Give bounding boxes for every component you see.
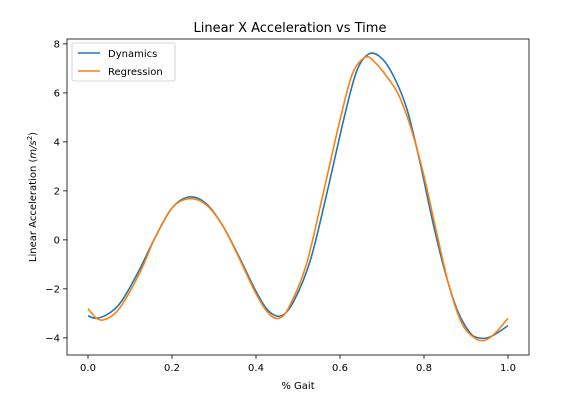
y-tick-label: −4: [45, 333, 60, 344]
x-tick-label: 1.0: [500, 363, 516, 374]
y-tick-label: 8: [54, 39, 60, 50]
chart-title: Linear X Acceleration vs Time: [194, 21, 387, 36]
x-tick-label: 0.4: [248, 363, 264, 374]
y-axis-label: Linear Acceleration (m/s2): [26, 132, 39, 262]
y-tick-label: 0: [54, 235, 60, 246]
legend-label-dynamics: Dynamics: [108, 49, 157, 60]
y-tick-label: 4: [54, 137, 60, 148]
y-tick-label: 2: [54, 186, 60, 197]
x-tick-label: 0.2: [164, 363, 180, 374]
plot-area: [66, 38, 530, 356]
plot-frame: [66, 38, 530, 356]
x-tick-label: 0.8: [416, 363, 432, 374]
y-axis-label-sup: 2: [26, 136, 34, 140]
plot-background: [67, 39, 529, 355]
y-tick-label: 6: [54, 88, 60, 99]
y-axis-label-close: ): [28, 132, 39, 136]
legend-label-regression: Regression: [108, 67, 163, 78]
legend: Dynamics Regression: [71, 42, 176, 82]
series-layer: [87, 52, 509, 342]
x-tick-label: 0.0: [80, 363, 96, 374]
x-axis-ticks: 0.0 0.2 0.4 0.6 0.8 1.0: [80, 355, 516, 374]
y-tick-label: −2: [45, 284, 60, 295]
series-line-regression: [87, 55, 509, 342]
x-tick-label: 0.6: [332, 363, 348, 374]
y-axis-label-main: Linear Acceleration (: [28, 159, 39, 263]
y-axis-ticks: −4 −2 0 2 4 6 8: [45, 39, 67, 344]
x-axis-label: % Gait: [281, 381, 314, 392]
y-axis-label-unit: m/s: [28, 140, 39, 158]
